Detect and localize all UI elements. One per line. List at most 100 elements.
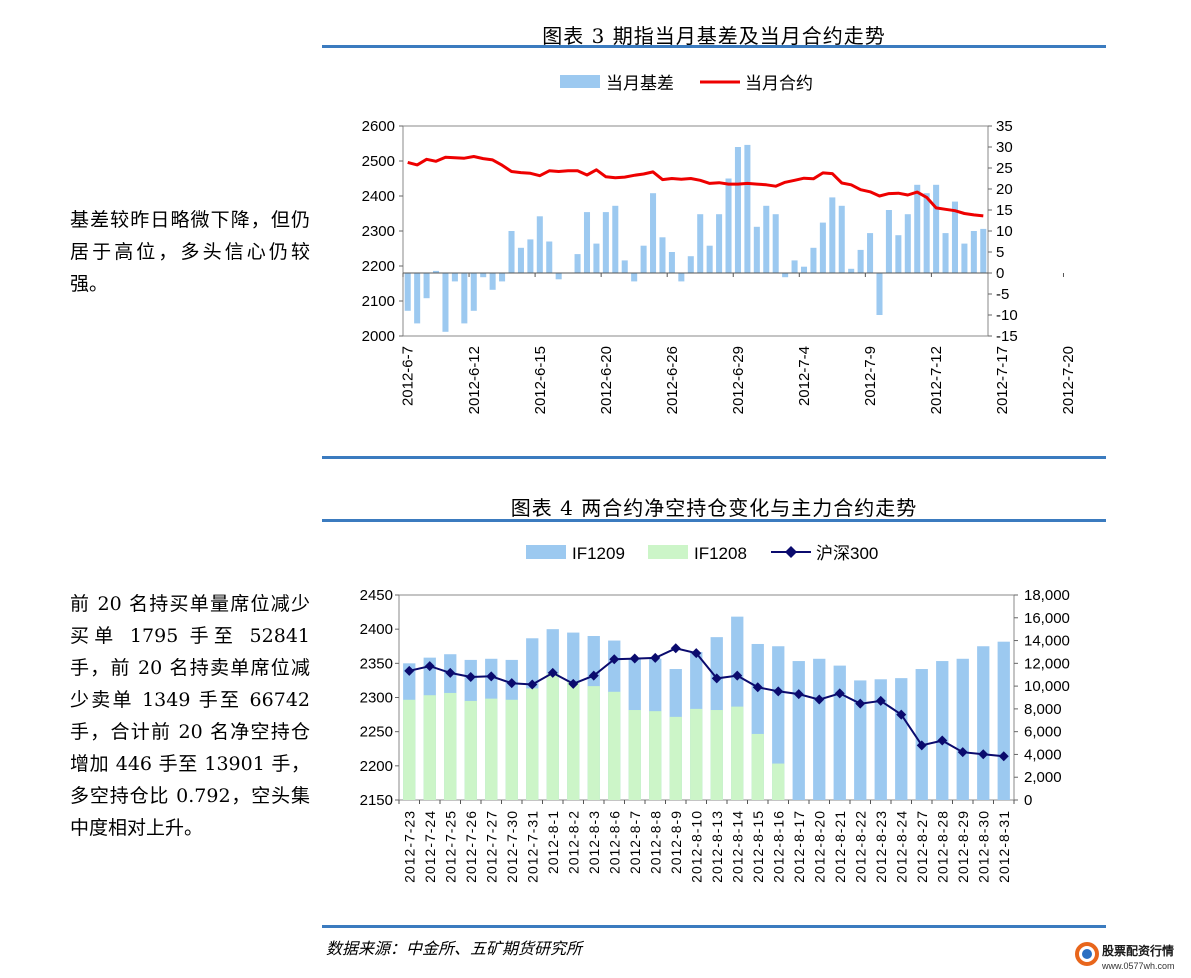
hs300-point [896, 709, 907, 720]
hs300-point [486, 671, 497, 682]
site-watermark: 股票配资行情 www.0577wh.com [1074, 938, 1189, 974]
y-right-tick-label: 6,000 [1024, 724, 1062, 741]
hs300-point [527, 679, 538, 690]
y-left-tick-label: 2250 [360, 724, 393, 741]
basis-bar [848, 268, 855, 273]
basis-bar [621, 260, 628, 273]
x-tick-label: 2012-8-23 [873, 810, 889, 883]
y-left-tick-label: 2350 [360, 655, 393, 672]
if1209-bar [956, 658, 969, 800]
figure3-title: 图表 3 期指当月基差及当月合约走势 [542, 24, 886, 48]
basis-bar [857, 249, 864, 273]
legend-label-hs300: 沪深300 [816, 544, 878, 563]
hs300-point [793, 689, 804, 700]
hs300-point [506, 678, 517, 689]
x-tick-label: 2012-8-8 [647, 810, 663, 874]
basis-bar [970, 231, 977, 273]
if1208-bar [731, 706, 744, 800]
basis-bar [668, 252, 675, 273]
if1208-bar [505, 699, 518, 800]
basis-bar [517, 247, 524, 273]
basis-bar [716, 214, 723, 273]
basis-bar [706, 245, 713, 273]
if1208-bar [608, 691, 621, 800]
hs300-point [773, 686, 784, 697]
hs300-point [650, 652, 661, 663]
legend-label-if1208: IF1208 [694, 544, 747, 563]
contract-price-line [407, 155, 984, 218]
basis-bar [885, 210, 892, 273]
hs300-point [445, 667, 456, 678]
if1208-bar [464, 700, 477, 800]
y-right-tick-label: 0 [996, 265, 1004, 282]
hs300-point [834, 688, 845, 699]
y-left-tick-label: 2600 [362, 118, 395, 135]
if1209-bar [915, 669, 928, 800]
watermark-url: www.0577wh.com [1101, 961, 1175, 971]
figure3-commentary: 基差较昨日略微下降，但仍居于高位，多头信心仍较强。 [70, 209, 310, 295]
x-tick-label: 2012-6-7 [400, 346, 417, 406]
legend-marker-hs300 [785, 546, 797, 558]
hs300-point [609, 654, 620, 665]
basis-bar [489, 273, 496, 290]
basis-bar [725, 178, 732, 273]
basis-bar [423, 273, 430, 299]
figure4-commentary: 前 20 名持买单量席位减少买单 1795 手至 52841 手，前 20 名持… [70, 593, 310, 839]
figure3-bottom-rule [322, 456, 1106, 459]
x-tick-label: 2012-8-15 [750, 810, 766, 883]
basis-bar [933, 184, 940, 273]
y-right-tick-label: 10 [996, 223, 1013, 240]
basis-bar [791, 260, 798, 273]
x-tick-label: 2012-8-13 [709, 810, 725, 883]
x-tick-label: 2012-7-4 [796, 346, 813, 406]
x-tick-label: 2012-7-17 [994, 346, 1011, 414]
hs300-point [916, 740, 927, 751]
x-tick-label: 2012-8-28 [934, 810, 950, 883]
hs300-point [404, 665, 415, 676]
hs300-point [588, 670, 599, 681]
basis-bar [753, 226, 760, 273]
basis-bar [734, 147, 741, 273]
basis-bar [536, 216, 543, 273]
basis-bar [499, 273, 506, 282]
if1208-bar [772, 763, 785, 800]
figure4-title: 图表 4 两合约净空持仓变化与主力合约走势 [510, 496, 918, 520]
if1209-bar [813, 658, 826, 800]
x-tick-label: 2012-6-29 [730, 346, 747, 414]
x-tick-label: 2012-8-20 [811, 810, 827, 883]
y-right-tick-label: 2,000 [1024, 769, 1062, 786]
if1208-bar [587, 686, 600, 800]
basis-bar [810, 247, 817, 273]
y-right-tick-label: 20 [996, 181, 1013, 198]
figure4-top-rule [322, 519, 1106, 522]
basis-bar [744, 144, 751, 273]
hs300-point [568, 678, 579, 689]
x-tick-label: 2012-8-10 [688, 810, 704, 883]
hs300-point [547, 667, 558, 678]
basis-bar [631, 273, 638, 282]
basis-bar [800, 266, 808, 273]
if1208-bar [546, 673, 559, 800]
basis-bar [819, 222, 826, 273]
if1208-bar [526, 688, 539, 800]
basis-bar [442, 273, 449, 332]
x-tick-label: 2012-7-25 [442, 810, 458, 883]
hs300-line [409, 647, 1004, 758]
chart-basis-and-contract: 当月基差 当月合约 2000 2100 2200 2300 2400 2500 2600 -15 -… [362, 74, 1078, 414]
legend-swatch-basis [560, 75, 600, 88]
x-tick-label: 2012-8-14 [729, 810, 745, 883]
basis-bar [461, 273, 468, 324]
basis-bar [555, 273, 562, 280]
x-tick-label: 2012-7-20 [1060, 346, 1077, 414]
y-right-tick-label: 5 [996, 244, 1004, 261]
x-tick-label: 2012-8-22 [852, 810, 868, 883]
y-right-tick-label: 25 [996, 160, 1013, 177]
hs300-point [875, 695, 886, 706]
hs300-point [814, 694, 825, 705]
basis-bar [508, 231, 515, 273]
hs300-point [465, 672, 476, 682]
if1208-bar [710, 710, 723, 800]
basis-bar [404, 273, 411, 311]
x-tick-label: 2012-6-26 [664, 346, 681, 414]
basis-bar [470, 273, 477, 311]
